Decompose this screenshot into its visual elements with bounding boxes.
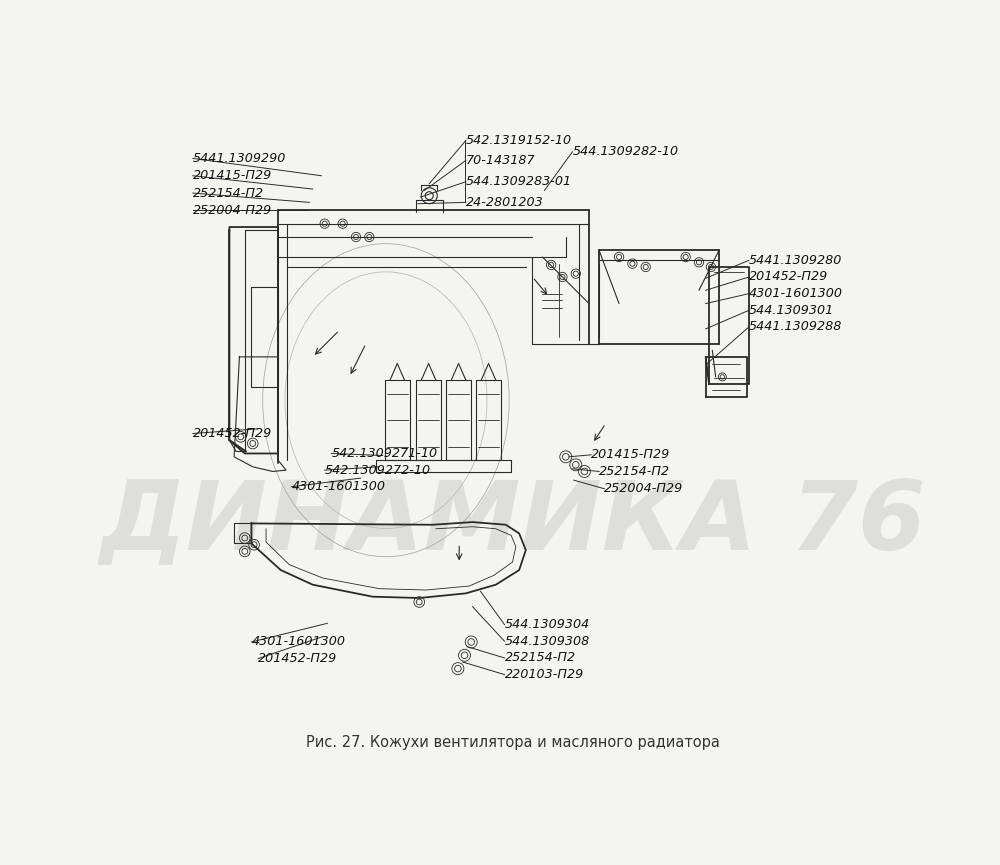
Text: 201452-П29: 201452-П29 — [749, 271, 828, 284]
Text: 220103-П29: 220103-П29 — [505, 668, 584, 681]
Text: 201415-П29: 201415-П29 — [193, 170, 272, 183]
Text: 5441.1309280: 5441.1309280 — [749, 253, 842, 266]
Text: 201452-П29: 201452-П29 — [258, 652, 337, 665]
Text: 542.1319152-10: 542.1319152-10 — [466, 134, 572, 147]
Text: 201415-П29: 201415-П29 — [591, 448, 670, 461]
Text: 252004-П29: 252004-П29 — [193, 204, 272, 217]
Text: 252154-П2: 252154-П2 — [505, 651, 576, 664]
Text: 252154-П2: 252154-П2 — [193, 187, 264, 200]
Text: 4301-1601300: 4301-1601300 — [251, 636, 345, 649]
Text: 544.1309301: 544.1309301 — [749, 304, 834, 317]
Text: Рис. 27. Кожухи вентилятора и масляного радиатора: Рис. 27. Кожухи вентилятора и масляного … — [306, 735, 719, 750]
Text: 544.1309282-10: 544.1309282-10 — [572, 145, 679, 158]
Text: 544.1309283-01: 544.1309283-01 — [466, 176, 572, 189]
Text: 4301-1601300: 4301-1601300 — [749, 287, 843, 300]
Text: 542.1309272-10: 542.1309272-10 — [325, 464, 431, 477]
Text: 252004-П29: 252004-П29 — [604, 483, 684, 496]
Text: 252154-П2: 252154-П2 — [599, 465, 670, 478]
Text: 544.1309304: 544.1309304 — [505, 618, 590, 631]
Text: 24-2801203: 24-2801203 — [466, 195, 544, 208]
Text: 544.1309308: 544.1309308 — [505, 635, 590, 648]
Text: 201452-П29: 201452-П29 — [193, 427, 272, 440]
Text: 5441.1309290: 5441.1309290 — [193, 152, 286, 165]
Text: 542.1309271-10: 542.1309271-10 — [331, 447, 437, 460]
Text: 5441.1309288: 5441.1309288 — [749, 320, 842, 333]
Text: ДИНАМИКА 76: ДИНАМИКА 76 — [99, 477, 926, 570]
Text: 4301-1601300: 4301-1601300 — [291, 480, 385, 493]
Text: 70-143187: 70-143187 — [466, 154, 536, 167]
